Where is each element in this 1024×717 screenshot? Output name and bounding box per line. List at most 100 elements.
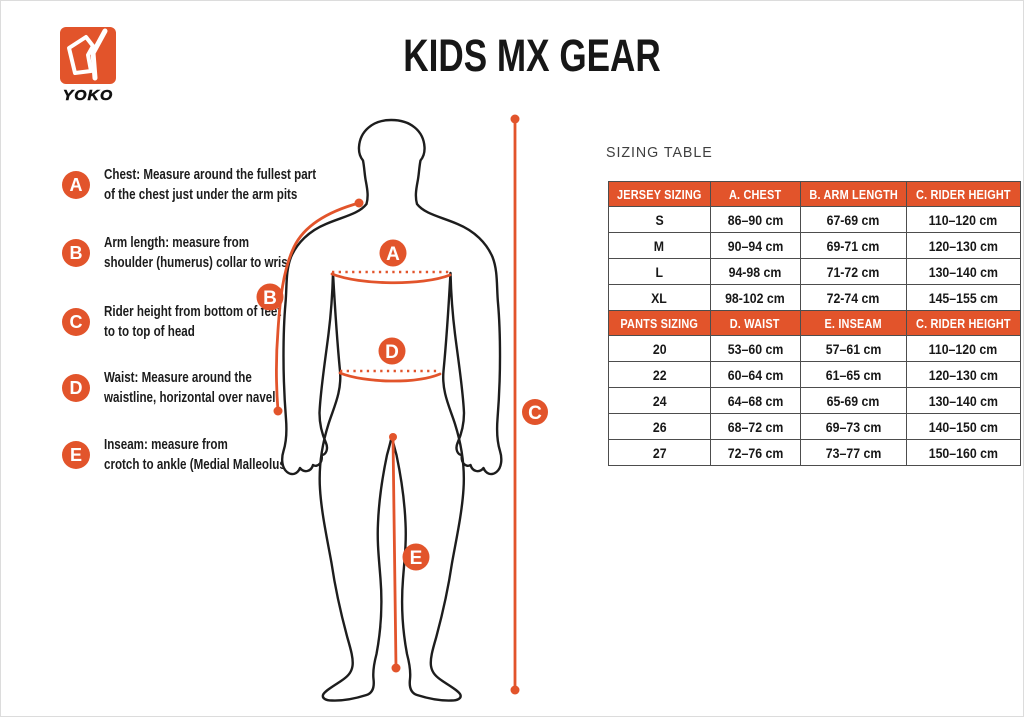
sizing-table-heading: SIZING TABLE — [606, 144, 713, 161]
brand-logo: YOKO — [48, 26, 128, 104]
brand-wordmark: YOKO — [62, 87, 114, 105]
table-cell: 94-98 cm — [709, 258, 801, 285]
table-row: 24 64–68 cm 65-69 cm 130–140 cm — [608, 387, 1021, 414]
measure-dot — [391, 663, 401, 673]
measure-dot — [389, 433, 397, 441]
table-cell: XL — [608, 284, 711, 311]
table-cell: 110–120 cm — [906, 335, 1021, 362]
legend-text-chest: Chest: Measure around the fullest part o… — [104, 165, 316, 205]
table-cell: 53–60 cm — [709, 335, 801, 362]
table-cell: 61–65 cm — [799, 361, 908, 388]
table-cell: 130–140 cm — [906, 258, 1021, 285]
table-cell: 27 — [608, 439, 711, 466]
svg-text:A: A — [386, 244, 400, 265]
legend-line: Arm length: measure from — [104, 235, 250, 251]
table-cell: 26 — [608, 413, 711, 440]
legend-line: of the chest just under the arm pits — [104, 187, 298, 203]
table-row: 20 53–60 cm 57–61 cm 110–120 cm — [608, 335, 1021, 362]
legend-item-rider-height: C Rider height from bottom of feet to to… — [62, 302, 326, 342]
legend-text-waist: Waist: Measure around the waistline, hor… — [104, 368, 275, 408]
table-cell: 72–76 cm — [709, 439, 801, 466]
table-cell: 65-69 cm — [799, 387, 908, 414]
table-cell: 98-102 cm — [709, 284, 801, 311]
table-cell: 69–73 cm — [799, 413, 908, 440]
table-cell: 64–68 cm — [709, 387, 801, 414]
figure-badge-d: D — [378, 337, 406, 365]
brand-logo-icon — [60, 27, 116, 84]
badge-e: E — [62, 441, 90, 469]
badge-a: A — [62, 171, 90, 199]
table-cell: 60–64 cm — [709, 361, 801, 388]
table-cell: 150–160 cm — [906, 439, 1021, 466]
table-cell: 20 — [608, 335, 711, 362]
body-outline — [280, 118, 503, 702]
waist-measure-curve — [338, 371, 442, 383]
legend-line: to to top of head — [104, 324, 195, 340]
table-cell: 73–77 cm — [799, 439, 908, 466]
page-title: KIDS MX GEAR — [403, 30, 661, 81]
column-header: A. CHEST — [709, 181, 801, 207]
legend-item-inseam: E Inseam: measure from crotch to ankle (… — [62, 435, 336, 475]
table-cell: M — [608, 232, 711, 259]
table-cell: 120–130 cm — [906, 232, 1021, 259]
legend-text-inseam: Inseam: measure from crotch to ankle (Me… — [104, 435, 290, 475]
figure-badge-e: E — [402, 543, 430, 571]
column-header: C. RIDER HEIGHT — [906, 181, 1021, 207]
table-cell: 57–61 cm — [799, 335, 908, 362]
badge-d: D — [62, 374, 90, 402]
table-cell: 120–130 cm — [906, 361, 1021, 388]
column-header: JERSEY SIZING — [608, 181, 711, 207]
figure-badge-c: C — [522, 399, 548, 425]
legend-line: Inseam: measure from — [104, 437, 228, 453]
legend-line: crotch to ankle (Medial Malleolus) — [104, 457, 290, 473]
table-cell: S — [608, 206, 711, 233]
column-header: D. WAIST — [709, 310, 801, 336]
measure-dot — [510, 685, 520, 695]
table-cell: 67-69 cm — [799, 206, 908, 233]
table-cell: 140–150 cm — [906, 413, 1021, 440]
table-row: S 86–90 cm 67-69 cm 110–120 cm — [608, 206, 1021, 233]
table-cell: L — [608, 258, 711, 285]
table-cell: 90–94 cm — [709, 232, 801, 259]
svg-text:C: C — [528, 403, 542, 424]
table-cell: 145–155 cm — [906, 284, 1021, 311]
title-wrap: KIDS MX GEAR — [240, 30, 824, 82]
figure-badge-a: A — [379, 239, 407, 267]
logo-y-glyph-left — [67, 35, 95, 75]
table-cell: 24 — [608, 387, 711, 414]
legend-line: waistline, horizontal over navel — [104, 390, 276, 406]
legend-line: Rider height from bottom of feet — [104, 304, 282, 320]
table-row: 22 60–64 cm 61–65 cm 120–130 cm — [608, 361, 1021, 388]
table-row: L 94-98 cm 71-72 cm 130–140 cm — [608, 258, 1021, 285]
legend-line: Chest: Measure around the fullest part — [104, 167, 317, 183]
inseam-measure-line — [391, 435, 398, 670]
legend-item-chest: A Chest: Measure around the fullest part… — [62, 165, 369, 205]
sizing-table: JERSEY SIZING A. CHEST B. ARM LENGTH C. RID… — [608, 181, 1021, 466]
chest-measure-curve — [330, 272, 452, 285]
legend-line: Waist: Measure around the — [104, 370, 252, 386]
table-cell: 72-74 cm — [799, 284, 908, 311]
column-header: C. RIDER HEIGHT — [906, 310, 1021, 336]
table-cell: 68–72 cm — [709, 413, 801, 440]
column-header: B. ARM LENGTH — [799, 181, 908, 207]
logo-y-glyph-right — [90, 28, 108, 81]
column-header: PANTS SIZING — [608, 310, 711, 336]
legend-text-arm-length: Arm length: measure from shoulder (humer… — [104, 233, 292, 273]
column-header: E. INSEAM — [799, 310, 908, 336]
table-cell: 71-72 cm — [799, 258, 908, 285]
legend-line: shoulder (humerus) collar to wrist — [104, 255, 292, 271]
table-cell: 130–140 cm — [906, 387, 1021, 414]
legend-item-arm-length: B Arm length: measure from shoulder (hum… — [62, 233, 338, 273]
table-cell: 22 — [608, 361, 711, 388]
legend-item-waist: D Waist: Measure around the waistline, h… — [62, 368, 318, 408]
table-cell: 86–90 cm — [709, 206, 801, 233]
legend-text-rider-height: Rider height from bottom of feet to to t… — [104, 302, 281, 342]
table-cell: 69-71 cm — [799, 232, 908, 259]
table-row: M 90–94 cm 69-71 cm 120–130 cm — [608, 232, 1021, 259]
badge-b: B — [62, 239, 90, 267]
jersey-header-row: JERSEY SIZING A. CHEST B. ARM LENGTH C. RID… — [608, 181, 1021, 207]
table-row: 26 68–72 cm 69–73 cm 140–150 cm — [608, 413, 1021, 440]
pants-header-row: PANTS SIZING D. WAIST E. INSEAM C. RIDER HE… — [608, 310, 1021, 336]
svg-text:D: D — [385, 342, 399, 363]
